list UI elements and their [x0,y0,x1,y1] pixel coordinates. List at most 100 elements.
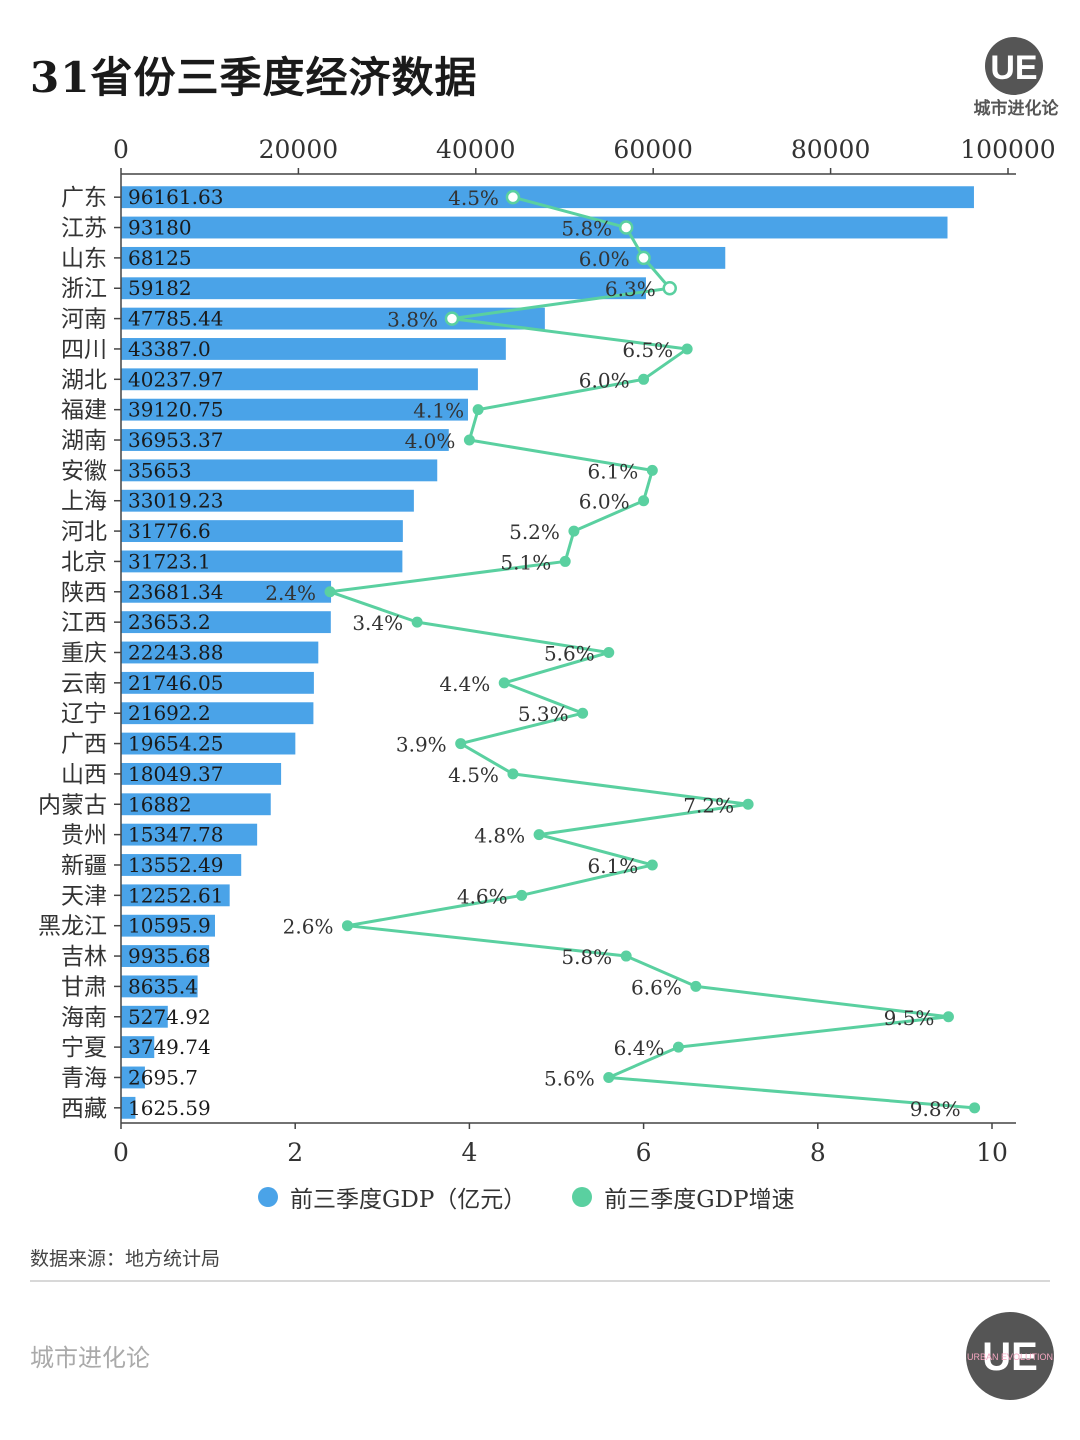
growth-label: 6.1% [587,459,638,483]
category-label: 宁夏 [61,1035,107,1061]
gdp-bar-label: 21692.2 [128,701,211,725]
growth-point [411,616,423,628]
footer-logo: UE URBAN EVOLUTION [966,1312,1054,1400]
gdp-bar-label: 15347.78 [128,823,223,847]
growth-point [603,647,615,658]
gdp-bar [121,550,403,573]
gdp-bar-label: 68125 [128,246,192,270]
bottom-axis-tick-label: 6 [636,1138,652,1167]
gdp-bar [121,216,948,239]
growth-label: 5.6% [544,1066,595,1090]
footer-brand: 城市进化论 [30,1344,150,1372]
growth-point [646,859,658,871]
growth-point [620,950,632,962]
logo-badge [985,37,1043,95]
legend-gdp-swatch [258,1187,278,1207]
chart-title: 31省份三季度经济数据 [30,53,478,102]
gdp-bar [121,793,271,816]
gdp-bar-label: 59182 [128,276,192,300]
growth-label: 3.8% [387,308,438,332]
data-source: 数据来源：地方统计局 [30,1248,221,1270]
legend-growth-swatch [572,1187,593,1207]
gdp-bar [121,1096,136,1119]
growth-label: 4.8% [474,824,525,848]
category-label: 江苏 [61,216,107,242]
growth-point [341,920,353,932]
gdp-bar-label: 21746.05 [128,671,223,695]
growth-label: 9.5% [884,1006,935,1030]
growth-label: 4.0% [405,429,456,453]
legend-gdp[interactable]: 前三季度GDP（亿元） [258,1180,526,1214]
bottom-axis-tick-label: 8 [810,1138,826,1167]
growth-label: 6.6% [631,975,682,999]
gdp-bar-label: 43387.0 [128,337,211,361]
growth-label: 5.1% [500,550,551,574]
gdp-bar-label: 18049.37 [128,762,223,786]
gdp-bar [121,884,230,907]
gdp-bar-label: 40237.97 [128,367,223,391]
growth-point [681,343,693,355]
category-label: 海南 [61,1005,107,1031]
bottom-axis-tick-label: 10 [976,1138,1008,1167]
category-label: 河北 [61,519,107,545]
gdp-bar-label: 13552.49 [128,853,223,877]
growth-label: 5.8% [561,945,612,969]
category-label: 安徽 [61,458,107,484]
logo-name: 城市进化论 [974,98,1060,118]
gdp-bar [121,307,545,330]
growth-label: 4.1% [413,399,464,423]
gdp-bar [121,1066,145,1089]
legend-growth[interactable]: 前三季度GDP增速 [572,1180,795,1214]
bottom-axis-tick-label: 2 [287,1138,303,1167]
growth-point [533,829,545,841]
category-label: 湖南 [61,428,107,454]
category-label: 西藏 [61,1096,107,1122]
footer-logo-mark: UE [982,1335,1038,1379]
gdp-bar [121,762,282,785]
growth-label: 5.6% [544,642,595,666]
growth-point [455,738,467,750]
category-label: 四川 [61,337,107,363]
gdp-bar-label: 23681.34 [128,580,223,604]
category-label: 云南 [61,671,107,697]
growth-label: 6.1% [587,854,638,878]
gdp-bar-label: 31723.1 [128,549,211,573]
gdp-bar-label: 35653 [128,458,192,482]
gdp-bar [121,459,438,482]
category-label: 北京 [61,549,107,575]
category-label: 广东 [61,185,107,211]
category-label: 吉林 [61,944,107,970]
growth-label: 6.0% [579,247,630,271]
axes: 0 20000 40000 60000 80000 100000 0 2 4 6 8 10 [113,135,1056,1167]
top-axis-tick-label: 80000 [791,135,871,164]
gdp-bar [121,823,258,846]
gdp-bar [121,368,478,391]
top-axis-tick-label: 40000 [436,135,516,164]
growth-point [638,373,650,385]
category-label: 山西 [61,762,107,788]
growth-point [559,555,571,567]
gdp-bar-label: 3749.74 [128,1035,211,1059]
gdp-bar [121,854,242,876]
growth-label: 4.5% [448,186,499,210]
growth-point [646,464,658,476]
gdp-bar-label: 9935.68 [128,944,211,968]
growth-point [463,434,475,446]
legend-gdp-label: 前三季度GDP（亿元） [290,1187,527,1213]
gdp-bar-label: 10595.9 [128,914,211,938]
growth-label: 2.4% [265,581,316,605]
growth-line [328,195,975,1110]
category-label: 重庆 [61,641,107,667]
growth-point [516,889,528,901]
growth-point [662,280,677,296]
footer-logo-sub: URBAN EVOLUTION [967,1352,1053,1362]
category-label: 上海 [61,489,107,515]
gdp-chart: 96161.6393180681255918247785.4443387.040… [38,135,1056,1167]
gdp-bar [121,429,449,451]
growth-point [969,1102,981,1114]
category-label: 陕西 [61,580,107,606]
gdp-bar-labels: 96161.63 93180 68125 59182 47785.44 43387.0 40… [128,185,223,1120]
gdp-bar-label: 5274.92 [128,1005,211,1029]
gdp-bar [121,246,726,269]
growth-label: 6.4% [614,1036,665,1060]
